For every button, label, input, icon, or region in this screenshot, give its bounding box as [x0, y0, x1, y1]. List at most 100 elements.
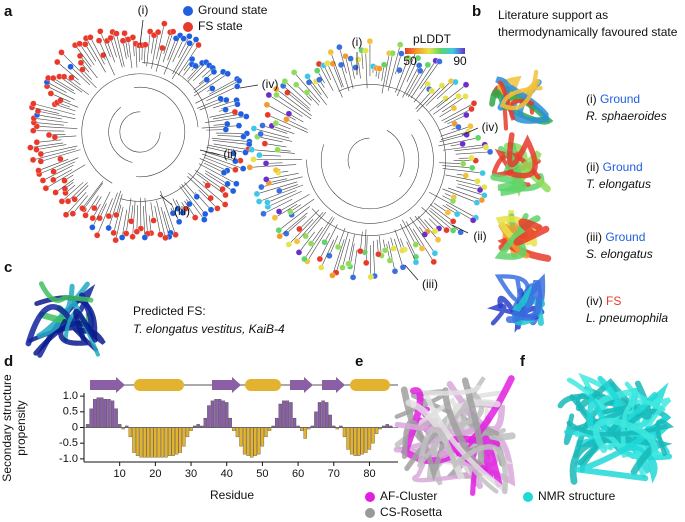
branch [429, 98, 446, 112]
leaf [417, 67, 424, 74]
tree-label: (iii) [174, 204, 190, 218]
bar [360, 427, 364, 455]
branch [195, 170, 223, 190]
leaf [275, 227, 282, 234]
bar [285, 400, 290, 428]
entry: (iv) FS [586, 294, 621, 308]
leaf [77, 59, 85, 66]
branch [257, 136, 283, 143]
bar [346, 427, 350, 450]
branch [405, 221, 423, 249]
branch [436, 84, 467, 108]
leaf [396, 66, 403, 74]
colorbar-title: pLDDT [413, 32, 452, 46]
callout [159, 194, 173, 206]
bar [175, 427, 179, 455]
leaf [314, 67, 321, 74]
branch [211, 138, 250, 142]
leaf [180, 35, 187, 42]
leaf [169, 210, 177, 217]
branch [212, 99, 237, 109]
bar [289, 402, 293, 428]
entry: (iii) Ground [586, 230, 645, 244]
branch [433, 95, 459, 115]
branch [30, 142, 64, 148]
leaf [414, 54, 422, 62]
branch [410, 60, 436, 99]
leaf [273, 85, 280, 93]
leaf [293, 238, 301, 245]
leaf [255, 198, 263, 205]
leaf [71, 196, 78, 203]
branch [171, 39, 197, 80]
ribbon [25, 292, 94, 347]
branch [36, 126, 78, 129]
leaf [424, 80, 431, 88]
bar [246, 427, 250, 456]
branch [144, 197, 148, 234]
leaf [34, 107, 42, 115]
leaf [479, 169, 486, 177]
legend-dot [183, 6, 193, 16]
leaf [89, 224, 96, 231]
leaf [290, 69, 298, 76]
leaf [362, 47, 369, 54]
branch [386, 130, 405, 178]
leaf [95, 37, 103, 44]
leaf [258, 183, 265, 191]
branch [279, 184, 298, 192]
leaf [243, 113, 250, 120]
leaf [450, 218, 457, 225]
ribbon [506, 132, 538, 179]
leaf [209, 85, 216, 92]
branch [92, 191, 111, 228]
x-tick-label: 10 [114, 468, 126, 480]
branch [119, 111, 161, 153]
branch [31, 107, 60, 114]
entry-state: Ground [605, 230, 645, 244]
tree-label: (iii) [422, 277, 438, 291]
leaf [193, 193, 200, 200]
bar [357, 427, 361, 456]
branch [74, 45, 92, 68]
bar [239, 427, 243, 447]
leaf [119, 37, 127, 44]
branch [444, 108, 472, 123]
branch [53, 169, 73, 181]
branch [251, 149, 295, 154]
entries: (i) Ground R. sphaeroides (ii) Ground T. el… [586, 92, 668, 325]
leaf [476, 186, 484, 194]
leaf [155, 29, 162, 36]
bar [260, 427, 265, 447]
leaf [237, 110, 245, 118]
branch [456, 180, 485, 188]
branch [249, 164, 297, 168]
branch [193, 73, 228, 97]
leaf [324, 60, 331, 67]
leaf [260, 210, 267, 217]
branch [55, 179, 75, 193]
branch [266, 173, 299, 180]
branch [192, 65, 210, 82]
leaf [246, 164, 253, 171]
leaf [113, 30, 120, 37]
leaf [220, 169, 228, 176]
branch [204, 172, 234, 192]
leaf [57, 155, 64, 163]
branch [67, 182, 88, 202]
tree-label: (iv) [262, 77, 279, 91]
leaf [222, 201, 229, 208]
branch [194, 71, 224, 93]
branch [402, 65, 420, 98]
bar [139, 427, 143, 458]
leaf [58, 49, 65, 56]
leaf [202, 210, 209, 218]
bar [153, 427, 158, 458]
branch [199, 99, 227, 111]
caption: T. elongatus vestitus, KaiB-4 [133, 322, 285, 336]
leaf [342, 53, 349, 60]
leaf [389, 50, 396, 57]
branch [429, 191, 476, 218]
leaf [347, 55, 354, 62]
branch [430, 204, 454, 222]
